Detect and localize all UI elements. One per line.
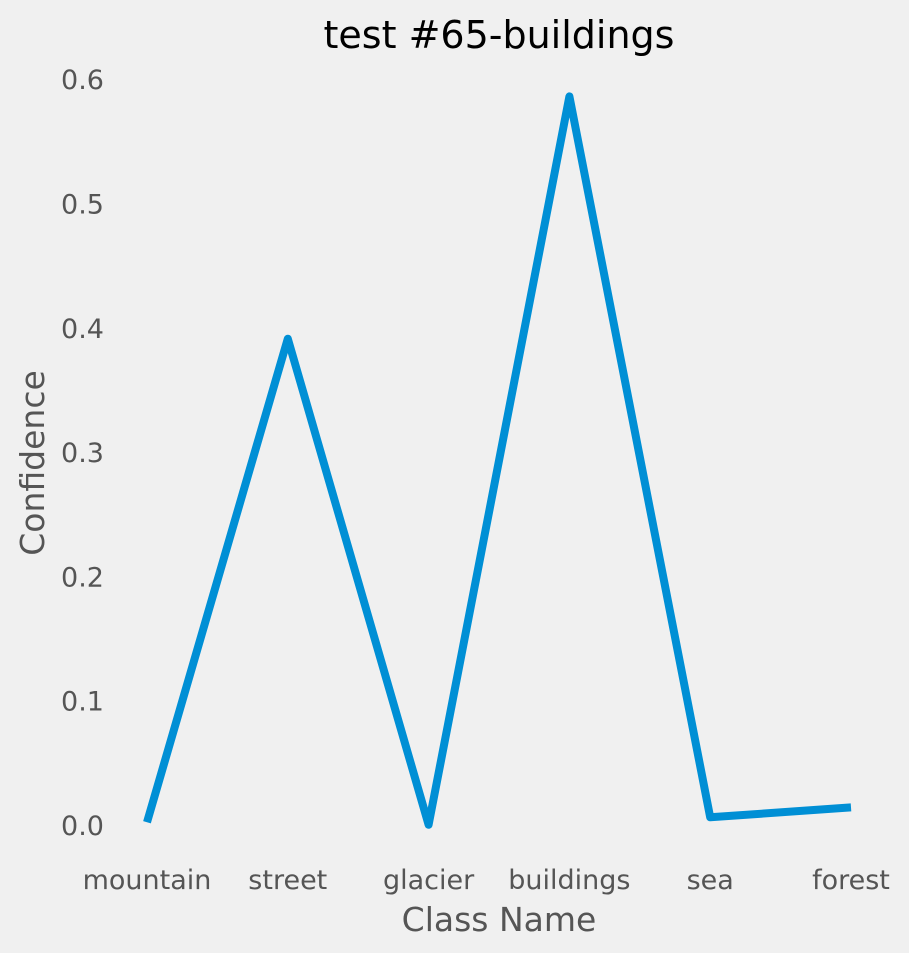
- x-axis-ticks: mountain street glacier buildings sea forest: [83, 865, 890, 896]
- series-layer: [143, 92, 852, 829]
- y-axis-label: Confidence: [13, 370, 52, 556]
- y-tick-label: 0.0: [61, 811, 104, 842]
- x-tick-label: glacier: [383, 865, 475, 896]
- x-tick-label: street: [248, 865, 327, 896]
- series-line: [143, 92, 852, 829]
- x-tick-label: buildings: [508, 865, 630, 896]
- x-tick-label: mountain: [83, 865, 212, 896]
- x-axis-label: Class Name: [402, 900, 597, 939]
- y-axis-ticks: 0.0 0.1 0.2 0.3 0.4 0.5 0.6: [61, 65, 104, 842]
- chart-title: test #65-buildings: [324, 13, 675, 57]
- y-tick-label: 0.2: [61, 562, 104, 593]
- y-tick-label: 0.6: [61, 65, 104, 96]
- x-tick-label: sea: [687, 865, 734, 896]
- y-tick-label: 0.1: [61, 687, 104, 718]
- y-tick-label: 0.4: [61, 314, 104, 345]
- y-tick-label: 0.3: [61, 438, 104, 469]
- x-tick-label: forest: [812, 865, 890, 896]
- y-tick-label: 0.5: [61, 190, 104, 221]
